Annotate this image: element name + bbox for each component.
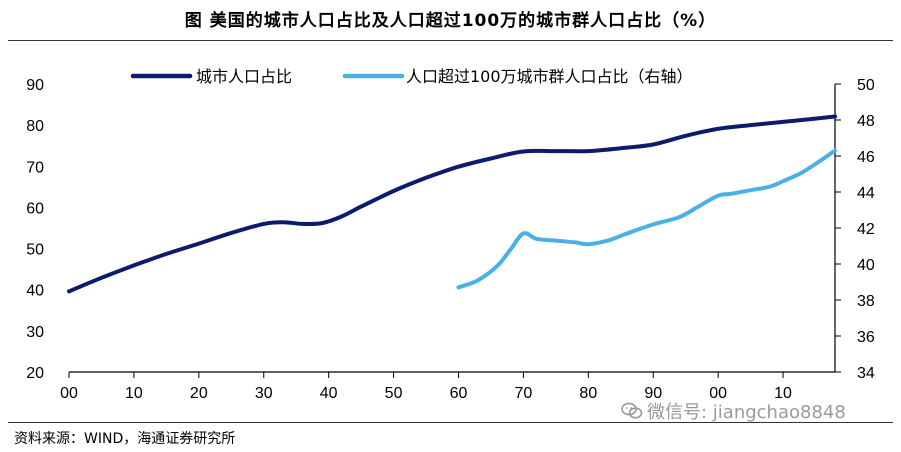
- right-y-tick-label: 42: [857, 221, 875, 238]
- x-tick-label: 10: [125, 385, 143, 402]
- left-y-tick-label: 80: [26, 118, 44, 135]
- right-y-tick-label: 34: [857, 365, 875, 382]
- x-tick-label: 10: [774, 385, 792, 402]
- series-line-1: [67, 114, 837, 294]
- x-tick-label: 80: [579, 385, 597, 402]
- left-y-tick-label: 20: [26, 365, 44, 382]
- left-y-tick-label: 40: [26, 283, 44, 300]
- legend-label-series-2: 人口超过100万城市群人口占比（右轴）: [406, 67, 693, 86]
- x-tick-label: 00: [709, 385, 727, 402]
- chart-title: 图 美国的城市人口占比及人口超过100万的城市群人口占比（%）: [184, 11, 717, 31]
- right-y-tick-label: 44: [857, 185, 875, 202]
- left-y-tick-label: 70: [26, 159, 44, 176]
- legend-label-series-1: 城市人口占比: [196, 67, 292, 86]
- x-tick-label: 90: [644, 385, 662, 402]
- x-tick-label: 70: [515, 385, 533, 402]
- series-line-2: [456, 148, 837, 290]
- title-rule: [8, 40, 893, 41]
- left-y-tick-label: 60: [26, 200, 44, 217]
- right-y-tick-label: 36: [857, 329, 875, 346]
- right-y-tick-label: 40: [857, 257, 875, 274]
- x-tick-label: 50: [385, 385, 403, 402]
- left-y-tick-label: 90: [26, 77, 44, 94]
- source-note: 资料来源：WIND，海通证券研究所: [14, 431, 236, 447]
- watermark-text: 微信号: jiangchao8848: [647, 402, 846, 423]
- x-tick-label: 40: [320, 385, 338, 402]
- x-tick-label: 20: [190, 385, 208, 402]
- axes-group: [68, 83, 841, 378]
- left-y-tick-label: 50: [26, 242, 44, 259]
- left-y-tick-label: 30: [26, 324, 44, 341]
- right-y-tick-label: 48: [857, 113, 875, 130]
- right-y-tick-label: 50: [857, 77, 875, 94]
- legend: 城市人口占比 人口超过100万城市群人口占比（右轴）: [130, 67, 693, 86]
- right-y-tick-label: 38: [857, 293, 875, 310]
- tick-labels-group: 00 10 20 30 40 50 60 70 80 90 00 10 20 30 40 50 60 70 80 90…: [26, 77, 875, 402]
- x-tick-label: 60: [450, 385, 468, 402]
- series-lines-group: [67, 114, 837, 294]
- x-tick-label: 30: [255, 385, 273, 402]
- watermark: 微信号: jiangchao8848: [621, 398, 846, 424]
- x-tick-label: 00: [60, 385, 78, 402]
- source-rule: [8, 422, 893, 423]
- wechat-icon: [621, 402, 643, 419]
- right-y-tick-label: 46: [857, 149, 875, 166]
